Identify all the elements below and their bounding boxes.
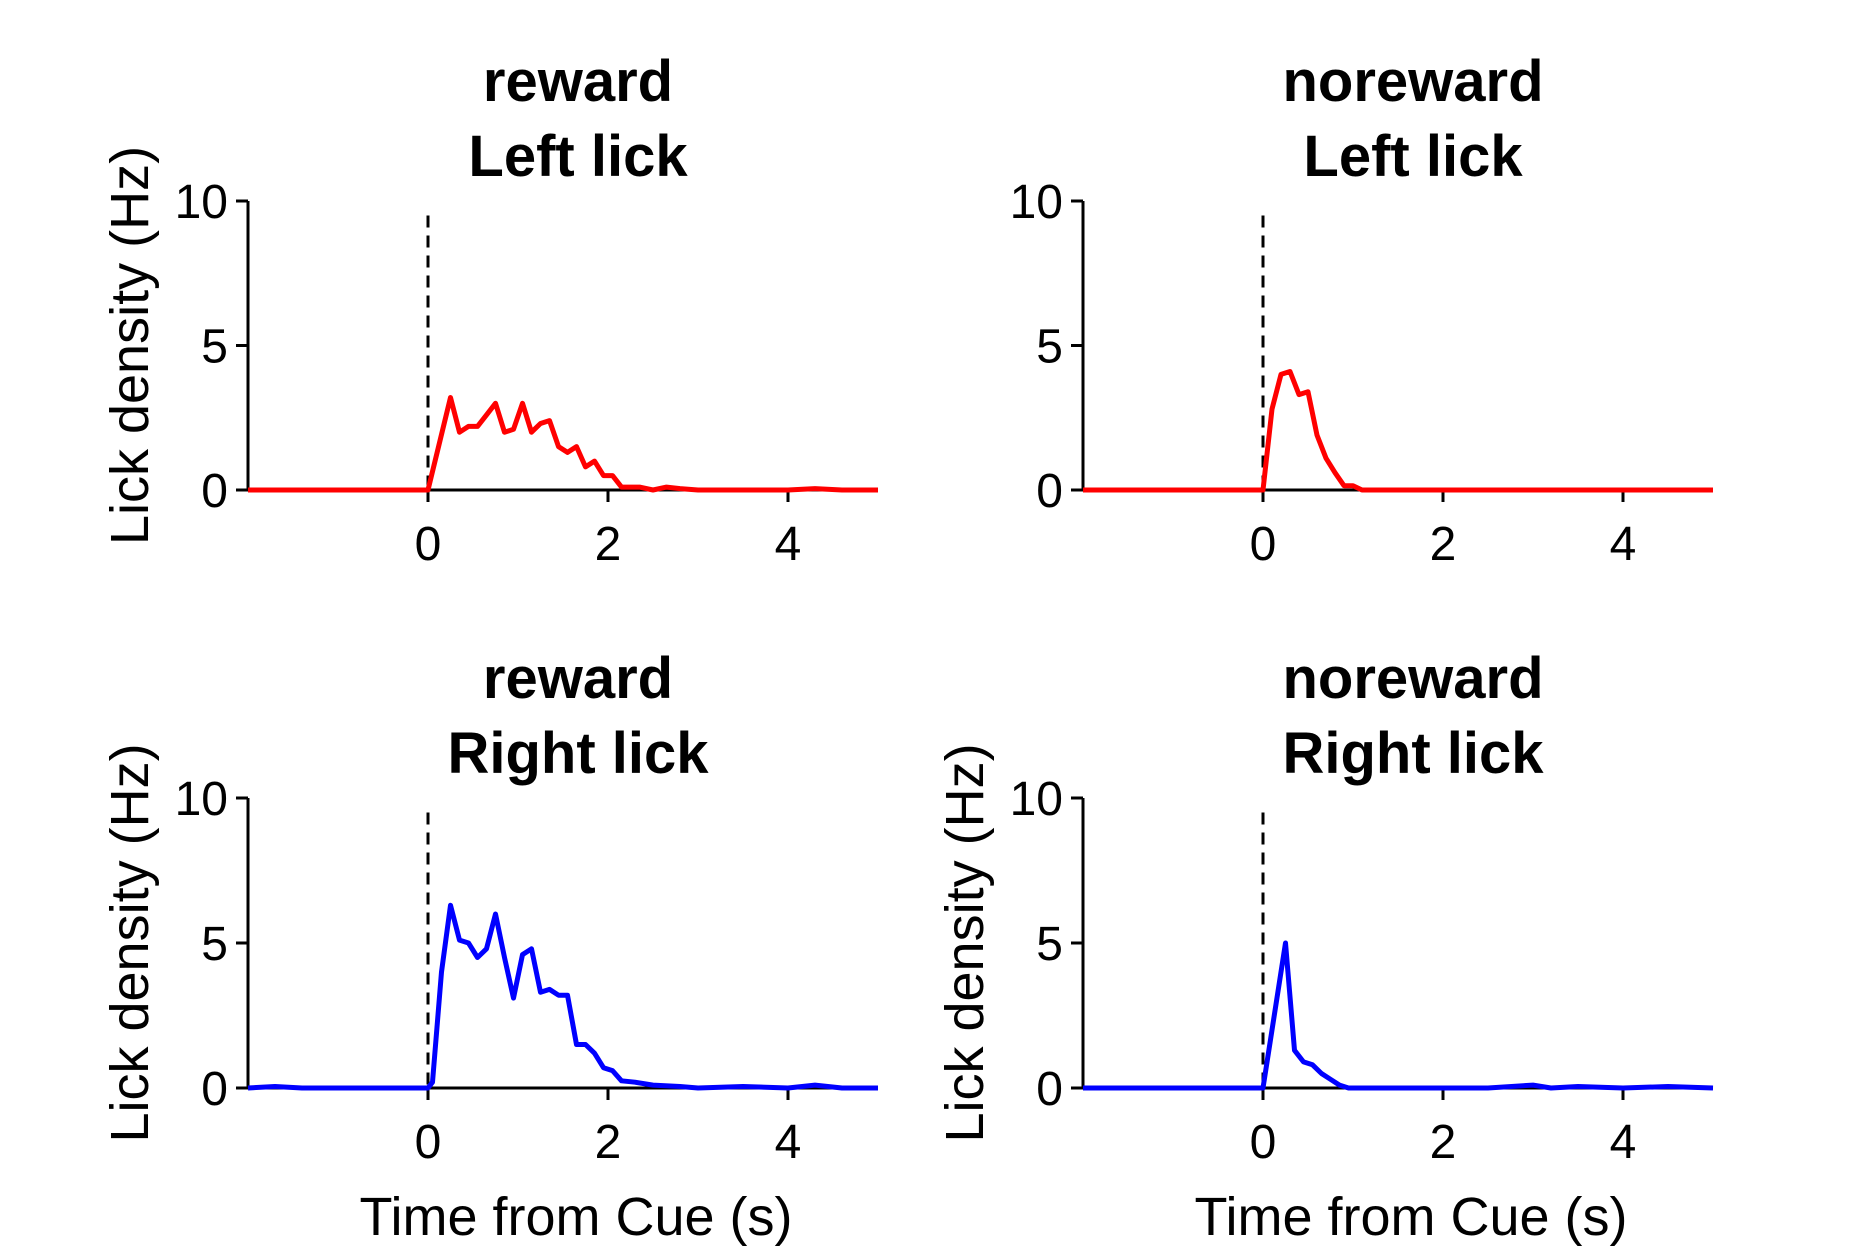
panel-3: reward Right lick 0 5 10 0 2 4 Lick density (Hz)… [100,646,878,1247]
lick-density-series [1083,369,1713,493]
x-tick-label: 2 [1430,518,1457,571]
y-tick-label: 5 [1036,918,1063,971]
panel-title-line-1: noreward [1282,49,1543,114]
y-tick-label: 5 [201,321,228,374]
y-tick-label: 5 [1036,321,1063,374]
lick-density-series [1083,940,1714,1091]
x-tick-label: 0 [415,518,442,571]
x-tick-label: 4 [775,1116,802,1169]
y-tick-label: 5 [201,918,228,971]
x-tick-label: 2 [595,1116,622,1169]
y-tick-label: 10 [1010,176,1063,229]
panel-title-line-2: Right lick [447,721,709,786]
y-axis-label: Lick density (Hz) [100,146,160,545]
x-tick-label: 0 [1250,518,1277,571]
x-tick-label: 4 [1610,518,1637,571]
x-tick-label: 4 [775,518,802,571]
x-axis-label: Time from Cue (s) [1194,1187,1627,1247]
panel-2: noreward Left lick 0 5 10 0 2 4 [1010,49,1713,571]
panel-title-line-2: Left lick [468,124,688,189]
y-axis-label: Lick density (Hz) [935,743,995,1142]
y-tick-label: 0 [201,465,228,518]
x-tick-label: 2 [595,518,622,571]
panel-title-line-1: reward [483,49,673,114]
y-tick-label: 0 [1036,1063,1063,1116]
lick-density-series [247,902,878,1091]
y-tick-label: 10 [1010,773,1063,826]
panel-title-line-1: noreward [1282,646,1543,711]
x-tick-label: 0 [1250,1116,1277,1169]
lick-density-series [248,395,878,493]
panel-title-line-2: Right lick [1282,721,1544,786]
x-axis-label: Time from Cue (s) [359,1187,792,1247]
y-axis-label: Lick density (Hz) [100,743,160,1142]
panel-title-line-1: reward [483,646,673,711]
y-tick-label: 0 [201,1063,228,1116]
y-tick-label: 0 [1036,465,1063,518]
y-tick-label: 10 [175,176,228,229]
panel-4: noreward Right lick 0 5 10 0 2 4 Lick density (H… [935,646,1714,1247]
x-tick-label: 0 [415,1116,442,1169]
panel-title-line-2: Left lick [1303,124,1523,189]
panel-1: reward Left lick 0 5 10 0 2 4 Lick density (Hz) [100,49,878,571]
x-tick-label: 4 [1610,1116,1637,1169]
x-tick-label: 2 [1430,1116,1457,1169]
y-tick-label: 10 [175,773,228,826]
